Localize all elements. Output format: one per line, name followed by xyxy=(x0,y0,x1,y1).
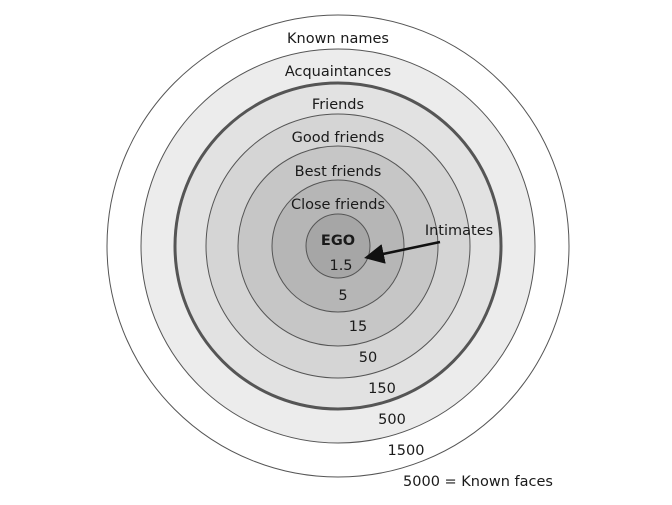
count-good-friends: 50 xyxy=(359,350,377,366)
layer-label-known-names: Known names xyxy=(287,31,389,47)
intimates-arrow xyxy=(364,240,441,264)
count-known-names: 1500 xyxy=(388,443,425,459)
layer-label-close-friends: Close friends xyxy=(291,197,385,213)
layer-label-ego: EGO xyxy=(321,233,355,249)
known-faces-label: 5000 = Known faces xyxy=(403,474,553,490)
count-friends: 150 xyxy=(368,381,396,397)
count-acquaintances: 500 xyxy=(378,412,406,428)
count-close-friends: 5 xyxy=(338,288,347,304)
count-ego: 1.5 xyxy=(329,258,352,274)
layer-label-best-friends: Best friends xyxy=(295,164,382,180)
layer-label-friends: Friends xyxy=(312,97,364,113)
layer-label-acquaintances: Acquaintances xyxy=(285,64,391,80)
intimates-label: Intimates xyxy=(425,223,493,239)
layer-label-good-friends: Good friends xyxy=(292,130,385,146)
count-best-friends: 15 xyxy=(349,319,367,335)
